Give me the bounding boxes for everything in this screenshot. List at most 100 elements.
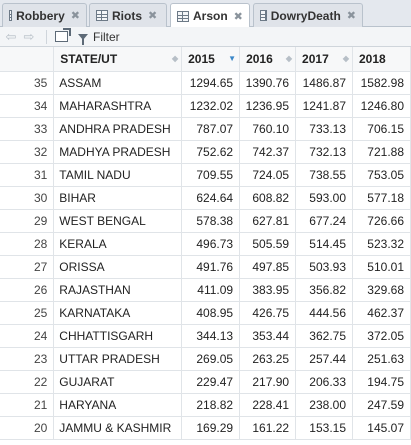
- value-cell: 510.01: [352, 255, 411, 279]
- table-row[interactable]: 30 BIHAR 624.64 608.82 593.00 577.18: [0, 186, 411, 210]
- column-header-2016[interactable]: 2016 ◆: [239, 47, 297, 72]
- value-cell: 251.63: [352, 347, 411, 371]
- state-cell: KERALA: [53, 232, 183, 256]
- table-row[interactable]: 23 UTTAR PRADESH 269.05 263.25 257.44 251.63: [0, 347, 411, 371]
- value-cell: 760.10: [239, 117, 297, 141]
- row-number: 23: [0, 347, 55, 371]
- value-cell: 732.13: [295, 140, 353, 164]
- table-icon: [177, 10, 189, 22]
- state-cell: HARYANA: [53, 393, 183, 417]
- tab-riots[interactable]: Riots ✖: [89, 3, 167, 27]
- table-row[interactable]: 35 ASSAM 1294.65 1390.76 1486.87 1582.98: [0, 71, 411, 95]
- table-row[interactable]: 22 GUJARAT 229.47 217.90 206.33 194.75: [0, 370, 411, 394]
- value-cell: 238.00: [295, 393, 353, 417]
- table-row[interactable]: 25 KARNATAKA 408.95 426.75 444.56 462.37: [0, 301, 411, 325]
- table-row[interactable]: 26 RAJASTHAN 411.09 383.95 356.82 329.68: [0, 278, 411, 302]
- sort-icon[interactable]: ◆: [171, 54, 179, 63]
- table-icon: [9, 10, 13, 21]
- row-number: 32: [0, 140, 55, 164]
- row-number: 29: [0, 209, 55, 233]
- value-cell: 247.59: [352, 393, 411, 417]
- state-cell: WEST BENGAL: [53, 209, 183, 233]
- value-cell: 408.95: [181, 301, 241, 325]
- value-cell: 1236.95: [239, 94, 297, 118]
- value-cell: 206.33: [295, 370, 353, 394]
- value-cell: 1294.65: [181, 71, 241, 95]
- sort-desc-icon[interactable]: ▼: [228, 54, 237, 63]
- value-cell: 362.75: [295, 324, 353, 348]
- value-cell: 742.37: [239, 140, 297, 164]
- table-row[interactable]: 33 ANDHRA PRADESH 787.07 760.10 733.13 706.15: [0, 117, 411, 141]
- value-cell: 1582.98: [352, 71, 411, 95]
- value-cell: 624.64: [181, 186, 241, 210]
- tab-label: Riots: [112, 8, 142, 23]
- sort-icon[interactable]: ◆: [342, 54, 349, 63]
- value-cell: 738.55: [295, 163, 353, 187]
- table-row[interactable]: 31 TAMIL NADU 709.55 724.05 738.55 753.05: [0, 163, 411, 187]
- value-cell: 161.22: [239, 416, 297, 440]
- value-cell: 709.55: [181, 163, 241, 187]
- table-row[interactable]: 24 CHHATTISGARH 344.13 353.44 362.75 372.05: [0, 324, 411, 348]
- table-row[interactable]: 29 WEST BENGAL 578.38 627.81 677.24 726.66: [0, 209, 411, 233]
- column-header-label: 2016: [246, 51, 273, 66]
- toolbar-divider: [46, 29, 47, 44]
- value-cell: 753.05: [352, 163, 411, 187]
- value-cell: 523.32: [352, 232, 411, 256]
- close-icon[interactable]: ✖: [148, 10, 158, 22]
- value-cell: 608.82: [239, 186, 297, 210]
- value-cell: 411.09: [181, 278, 241, 302]
- value-cell: 145.07: [352, 416, 411, 440]
- popout-icon[interactable]: [55, 28, 71, 42]
- column-header-2015[interactable]: 2015 ▼: [181, 47, 241, 72]
- table-row[interactable]: 20 JAMMU & KASHMIR 169.29 161.22 153.15 145.0…: [0, 416, 411, 440]
- close-icon[interactable]: ✖: [346, 10, 356, 22]
- back-arrow-icon[interactable]: ⇦: [5, 28, 17, 44]
- table-row[interactable]: 21 HARYANA 218.82 228.41 238.00 247.59: [0, 393, 411, 417]
- row-number: 28: [0, 232, 55, 256]
- value-cell: 578.38: [181, 209, 241, 233]
- state-cell: MADHYA PRADESH: [53, 140, 183, 164]
- value-cell: 229.47: [181, 370, 241, 394]
- column-header-label: STATE/UT: [60, 51, 118, 66]
- column-header-2018[interactable]: 2018: [352, 47, 411, 72]
- value-cell: 353.44: [239, 324, 297, 348]
- value-cell: 462.37: [352, 301, 411, 325]
- data-table: STATE/UT ◆ 2015 ▼ 2016 ◆ 2017 ◆ 2018 35 A…: [0, 47, 411, 440]
- value-cell: 706.15: [352, 117, 411, 141]
- value-cell: 228.41: [239, 393, 297, 417]
- table-row[interactable]: 28 KERALA 496.73 505.59 514.45 523.32: [0, 232, 411, 256]
- value-cell: 1486.87: [295, 71, 353, 95]
- table-row[interactable]: 27 ORISSA 491.76 497.85 503.93 510.01: [0, 255, 411, 279]
- value-cell: 496.73: [181, 232, 241, 256]
- close-icon[interactable]: ✖: [233, 10, 243, 23]
- forward-arrow-icon[interactable]: ⇨: [23, 28, 35, 44]
- column-header-label: 2017: [302, 51, 329, 66]
- state-cell: MAHARASHTRA: [53, 94, 183, 118]
- value-cell: 153.15: [295, 416, 353, 440]
- row-number: 35: [0, 71, 55, 95]
- column-header-state[interactable]: STATE/UT ◆: [53, 47, 183, 72]
- state-cell: CHHATTISGARH: [53, 324, 183, 348]
- table-row[interactable]: 32 MADHYA PRADESH 752.62 742.37 732.13 721.88: [0, 140, 411, 164]
- filter-button[interactable]: Filter: [93, 29, 120, 44]
- column-header-2017[interactable]: 2017 ◆: [295, 47, 353, 72]
- value-cell: 1246.80: [352, 94, 411, 118]
- table-row[interactable]: 34 MAHARASHTRA 1232.02 1236.95 1241.87 1246.8…: [0, 94, 411, 118]
- row-number: 20: [0, 416, 55, 440]
- value-cell: 724.05: [239, 163, 297, 187]
- value-cell: 444.56: [295, 301, 353, 325]
- tab-robbery[interactable]: Robbery ✖: [2, 3, 87, 27]
- filter-icon[interactable]: [78, 33, 88, 45]
- close-icon[interactable]: ✖: [70, 10, 80, 22]
- row-number-header: [0, 47, 55, 72]
- column-header-label: 2015: [188, 51, 215, 66]
- tab-dowrydeath[interactable]: DowryDeath ✖: [253, 3, 363, 27]
- tab-arson[interactable]: Arson ✖: [170, 3, 250, 28]
- value-cell: 721.88: [352, 140, 411, 164]
- row-number: 25: [0, 301, 55, 325]
- state-cell: UTTAR PRADESH: [53, 347, 183, 371]
- row-number: 30: [0, 186, 55, 210]
- sort-icon[interactable]: ◆: [285, 54, 293, 63]
- tab-label: DowryDeath: [270, 8, 341, 23]
- tab-bar: Robbery ✖ Riots ✖ Arson ✖ DowryDeath ✖: [0, 0, 411, 28]
